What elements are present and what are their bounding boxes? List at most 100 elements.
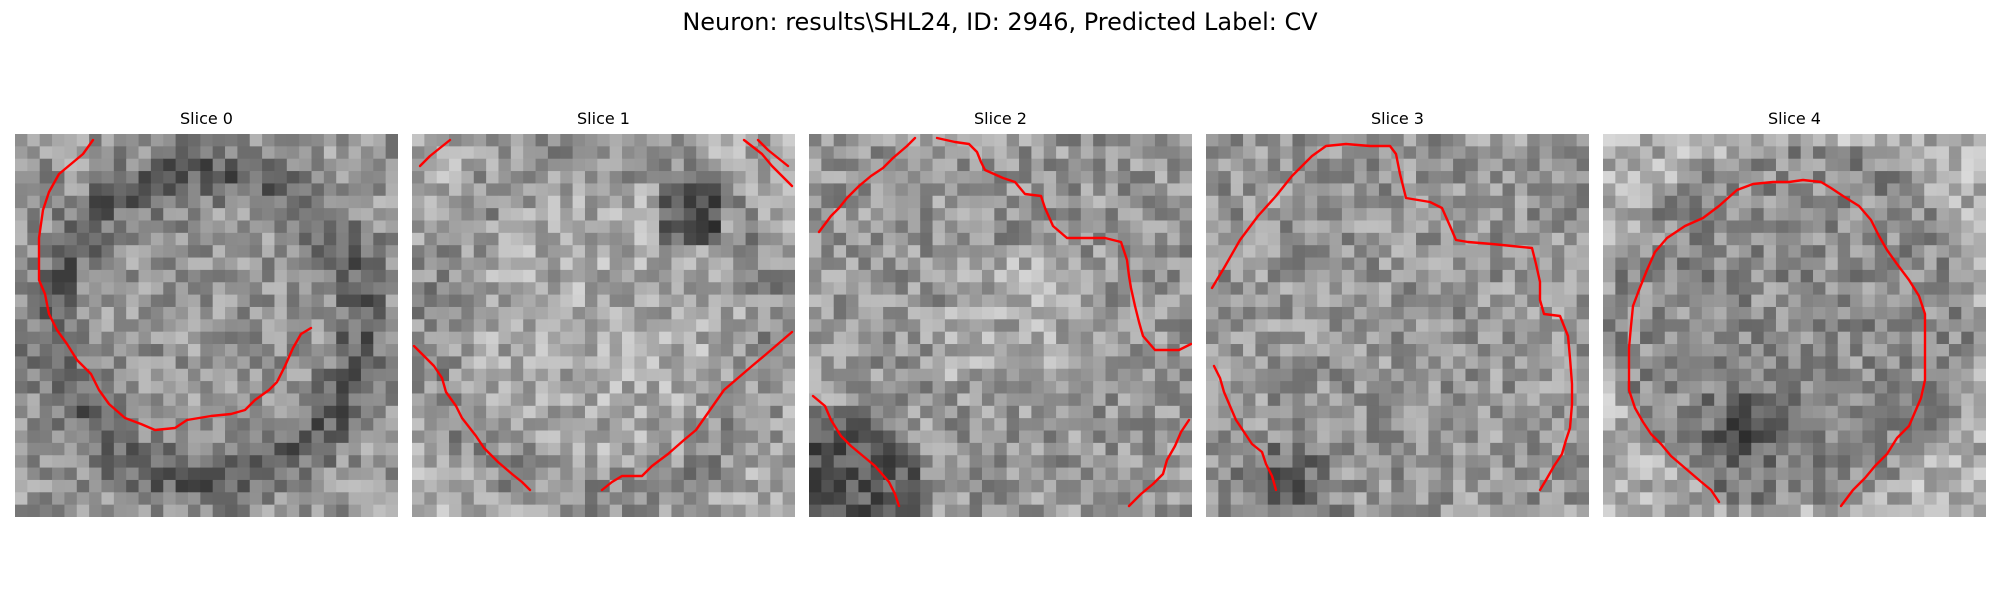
image-pixel (101, 319, 114, 332)
image-pixel (486, 418, 499, 431)
image-pixel (1007, 208, 1020, 221)
image-pixel (312, 406, 325, 419)
image-pixel (1714, 406, 1727, 419)
image-pixel (237, 468, 250, 481)
image-pixel (1019, 196, 1032, 209)
image-pixel (783, 492, 795, 505)
image-pixel (1961, 183, 1974, 196)
image-pixel (176, 270, 189, 283)
image-pixel (671, 159, 684, 172)
image-pixel (1825, 356, 1838, 369)
image-pixel (1180, 134, 1192, 147)
image-pixel (386, 369, 398, 382)
image-pixel (671, 381, 684, 394)
image-pixel (1453, 406, 1466, 419)
image-pixel (1007, 233, 1020, 246)
image-pixel (1231, 270, 1244, 283)
image-pixel (188, 307, 201, 320)
image-pixel (262, 220, 275, 233)
image-pixel (1167, 171, 1180, 184)
image-pixel (1727, 332, 1740, 345)
image-pixel (573, 455, 586, 468)
image-pixel (1404, 208, 1417, 221)
image-pixel (1180, 356, 1192, 369)
image-pixel (1801, 183, 1814, 196)
image-pixel (225, 270, 238, 283)
image-pixel (1577, 295, 1589, 308)
image-pixel (610, 208, 623, 221)
image-pixel (1490, 270, 1503, 283)
image-pixel (1615, 344, 1628, 357)
image-pixel (809, 307, 822, 320)
image-pixel (746, 245, 759, 258)
image-pixel (846, 171, 859, 184)
image-pixel (957, 480, 970, 493)
image-pixel (1640, 307, 1653, 320)
image-pixel (858, 381, 871, 394)
image-pixel (746, 258, 759, 271)
image-pixel (1007, 159, 1020, 172)
image-pixel (1652, 480, 1665, 493)
image-pixel (1640, 480, 1653, 493)
image-pixel (982, 393, 995, 406)
image-pixel (1801, 134, 1814, 147)
image-pixel (1255, 431, 1268, 444)
image-pixel (671, 208, 684, 221)
image-pixel (1776, 344, 1789, 357)
image-pixel (1850, 134, 1863, 147)
image-pixel (1255, 369, 1268, 382)
image-pixel (1441, 270, 1454, 283)
image-pixel (1056, 480, 1069, 493)
image-pixel (1354, 431, 1367, 444)
image-pixel (1727, 233, 1740, 246)
image-pixel (908, 220, 921, 233)
image-pixel (1180, 492, 1192, 505)
image-pixel (1081, 196, 1094, 209)
image-pixel (1404, 171, 1417, 184)
image-pixel (1949, 295, 1962, 308)
image-pixel (1887, 146, 1900, 159)
image-pixel (770, 258, 783, 271)
image-pixel (770, 406, 783, 419)
image-pixel (1056, 245, 1069, 258)
image-pixel (15, 356, 28, 369)
image-pixel (709, 418, 722, 431)
image-pixel (746, 270, 759, 283)
image-pixel (1044, 480, 1057, 493)
image-pixel (89, 344, 102, 357)
image-pixel (1949, 406, 1962, 419)
image-pixel (1961, 443, 1974, 456)
image-pixel (770, 183, 783, 196)
image-pixel (412, 208, 425, 221)
image-pixel (1577, 468, 1589, 481)
image-pixel (1702, 159, 1715, 172)
image-pixel (647, 406, 660, 419)
image-pixel (1416, 134, 1429, 147)
image-pixel (585, 270, 598, 283)
image-pixel (151, 171, 164, 184)
image-pixel (200, 443, 213, 456)
image-pixel (1503, 356, 1516, 369)
image-pixel (610, 381, 623, 394)
image-pixel (176, 344, 189, 357)
image-pixel (895, 406, 908, 419)
image-pixel (1887, 332, 1900, 345)
image-pixel (1206, 146, 1219, 159)
image-pixel (139, 369, 152, 382)
image-pixel (449, 344, 462, 357)
image-pixel (373, 505, 386, 517)
image-pixel (1143, 159, 1156, 172)
image-pixel (1379, 245, 1392, 258)
image-pixel (1764, 134, 1777, 147)
image-pixel (1416, 220, 1429, 233)
image-pixel (287, 418, 300, 431)
image-pixel (597, 418, 610, 431)
image-pixel (511, 146, 524, 159)
image-pixel (709, 233, 722, 246)
image-pixel (1862, 183, 1875, 196)
image-pixel (1961, 307, 1974, 320)
image-pixel (1974, 245, 1986, 258)
image-pixel (1714, 295, 1727, 308)
image-pixel (1379, 393, 1392, 406)
image-pixel (536, 369, 549, 382)
